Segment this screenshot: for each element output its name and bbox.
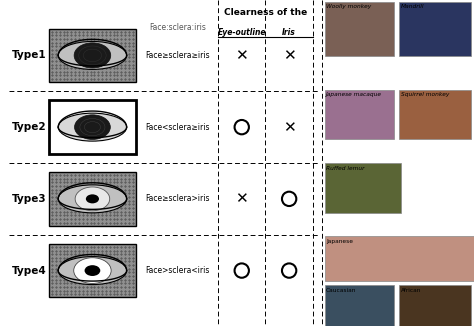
Text: Face<sclera≥iris: Face<sclera≥iris: [146, 123, 210, 132]
Text: Ruffed lemur: Ruffed lemur: [326, 166, 365, 170]
Text: African: African: [401, 288, 421, 293]
Bar: [325, 285, 394, 326]
Text: Squirrel monkey: Squirrel monkey: [401, 92, 449, 97]
Ellipse shape: [75, 187, 109, 211]
Text: Woolly monkey: Woolly monkey: [326, 4, 371, 9]
Bar: [49, 28, 136, 82]
Text: ✕: ✕: [236, 48, 248, 63]
Ellipse shape: [74, 115, 110, 140]
Text: Caucasian: Caucasian: [326, 288, 356, 293]
Text: ✕: ✕: [236, 191, 248, 206]
Text: Type2: Type2: [12, 122, 46, 132]
Text: Japanese: Japanese: [326, 239, 353, 244]
Text: Face>sclera<iris: Face>sclera<iris: [146, 266, 210, 275]
Text: Eye-outline: Eye-outline: [218, 28, 266, 37]
Ellipse shape: [84, 265, 100, 276]
Bar: [49, 172, 136, 226]
Ellipse shape: [74, 43, 111, 68]
Text: Type3: Type3: [12, 194, 46, 204]
Text: Clearness of the: Clearness of the: [224, 8, 307, 17]
Text: Mandrill: Mandrill: [401, 4, 424, 9]
Ellipse shape: [86, 194, 99, 203]
Bar: [399, 285, 471, 326]
Bar: [325, 2, 394, 56]
Bar: [49, 244, 136, 297]
Text: Iris: Iris: [282, 28, 296, 37]
Ellipse shape: [58, 113, 127, 141]
Text: Face≥sclera>iris: Face≥sclera>iris: [146, 194, 210, 203]
Ellipse shape: [58, 185, 127, 213]
Bar: [325, 90, 394, 139]
Ellipse shape: [74, 258, 111, 283]
Text: Japanese macaque: Japanese macaque: [326, 92, 382, 97]
Text: Type4: Type4: [12, 266, 46, 275]
Ellipse shape: [58, 41, 127, 69]
Text: ✕: ✕: [283, 48, 295, 63]
Text: Face≥sclera≥iris: Face≥sclera≥iris: [146, 51, 210, 60]
Bar: [325, 163, 401, 213]
Bar: [49, 100, 136, 154]
Ellipse shape: [58, 257, 127, 285]
Bar: [325, 236, 474, 281]
Text: Type1: Type1: [12, 51, 46, 60]
Bar: [399, 90, 471, 139]
Text: Face:sclera:iris: Face:sclera:iris: [149, 23, 206, 32]
Text: ✕: ✕: [283, 120, 295, 135]
Bar: [399, 2, 471, 56]
